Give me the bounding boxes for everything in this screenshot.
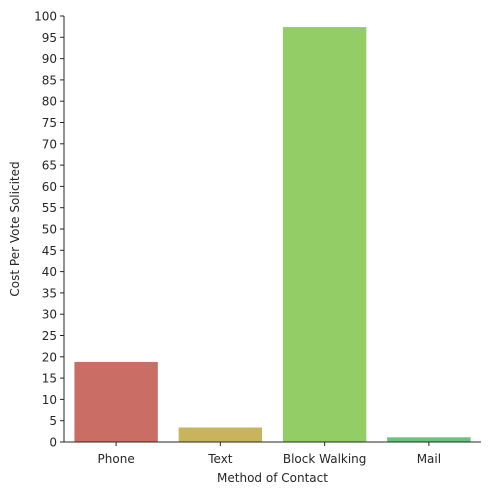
x-axis-ticks: Phone Text Block Walking Mail (98, 442, 441, 466)
y-tick-label: 40 (42, 265, 57, 279)
y-tick-label: 65 (42, 159, 57, 173)
y-tick-label: 85 (42, 73, 57, 87)
bar-mail (387, 437, 471, 442)
bar-phone (74, 361, 158, 442)
x-tick-label: Phone (98, 452, 135, 466)
bar-text (178, 427, 263, 442)
y-tick-label: 5 (49, 414, 57, 428)
y-tick-label: 25 (42, 329, 57, 343)
y-tick-label: 30 (42, 308, 57, 322)
y-tick-label: 50 (42, 223, 57, 237)
y-tick-label: 45 (42, 244, 57, 258)
y-tick-label: 95 (42, 31, 57, 45)
y-tick-label: 70 (42, 137, 57, 151)
y-tick-label: 35 (42, 286, 57, 300)
y-axis-label: Cost Per Vote Solicited (8, 161, 22, 296)
y-axis-ticks: 0 5 10 15 20 25 30 35 40 45 50 55 60 65 70 75 80 85 90 95 10… (34, 10, 64, 450)
y-tick-label: 80 (42, 95, 57, 109)
y-tick-label: 20 (42, 350, 57, 364)
y-tick-label: 15 (42, 372, 57, 386)
x-tick-label: Mail (417, 452, 441, 466)
x-tick-label: Block Walking (283, 452, 367, 466)
x-tick-label: Text (207, 452, 233, 466)
y-tick-label: 90 (42, 52, 57, 66)
y-tick-label: 60 (42, 180, 57, 194)
y-tick-label: 55 (42, 201, 57, 215)
y-tick-label: 10 (42, 393, 57, 407)
bars-group (74, 27, 471, 443)
x-axis-label: Method of Contact (217, 471, 328, 485)
y-tick-label: 100 (34, 10, 57, 24)
y-tick-label: 75 (42, 116, 57, 130)
y-tick-label: 0 (49, 436, 57, 450)
bar-block-walking (282, 27, 367, 443)
